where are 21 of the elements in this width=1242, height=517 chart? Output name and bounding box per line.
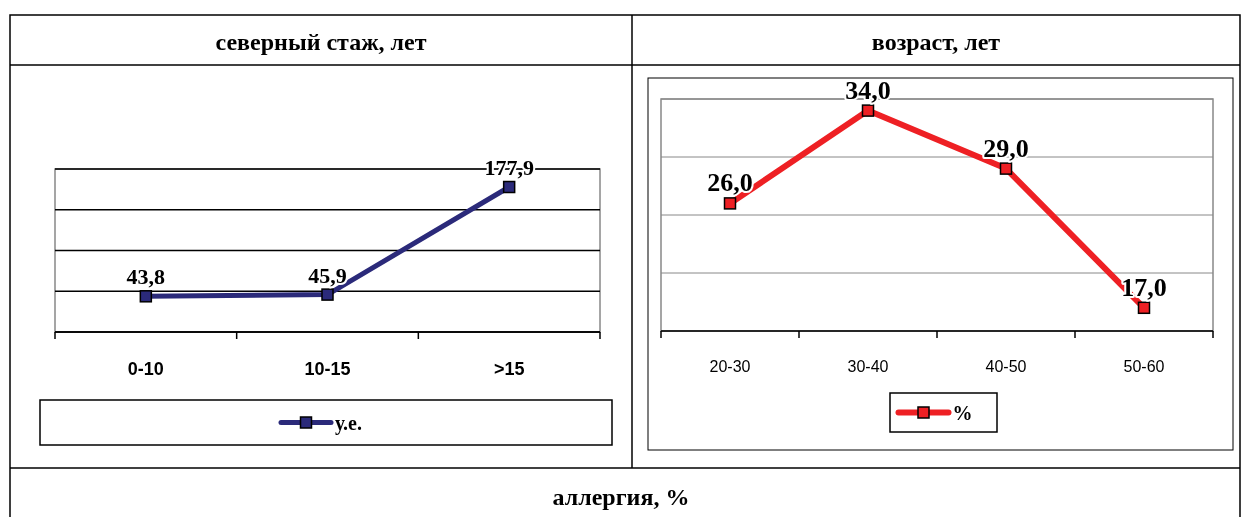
data-label: 43,8 [126, 264, 166, 290]
chart-title: возраст, лет [871, 29, 1001, 55]
legend-label: % [952, 401, 973, 424]
x-tick-label: 10-15 [304, 359, 351, 379]
legend-label: у.е. [335, 411, 362, 435]
point [723, 197, 737, 210]
point [861, 104, 875, 117]
chart-title: северный стаж, лет [215, 29, 427, 55]
x-tick-label: 40-50 [985, 358, 1027, 375]
x-tick-label: 50-60 [1123, 358, 1165, 375]
x-tick-label: 30-40 [847, 358, 889, 375]
data-label: 26,0 [707, 168, 753, 198]
text: аллергия, % [552, 484, 690, 510]
x-tick-label: 20-30 [709, 358, 751, 375]
point [1137, 301, 1151, 315]
data-label: 34,0 [845, 75, 891, 105]
x-tick-label: 0-10 [127, 359, 164, 379]
x-tick-label: >15 [493, 359, 525, 379]
data-label: 29,0 [983, 133, 1029, 163]
point [999, 162, 1013, 175]
data-label: 45,9 [308, 262, 347, 288]
